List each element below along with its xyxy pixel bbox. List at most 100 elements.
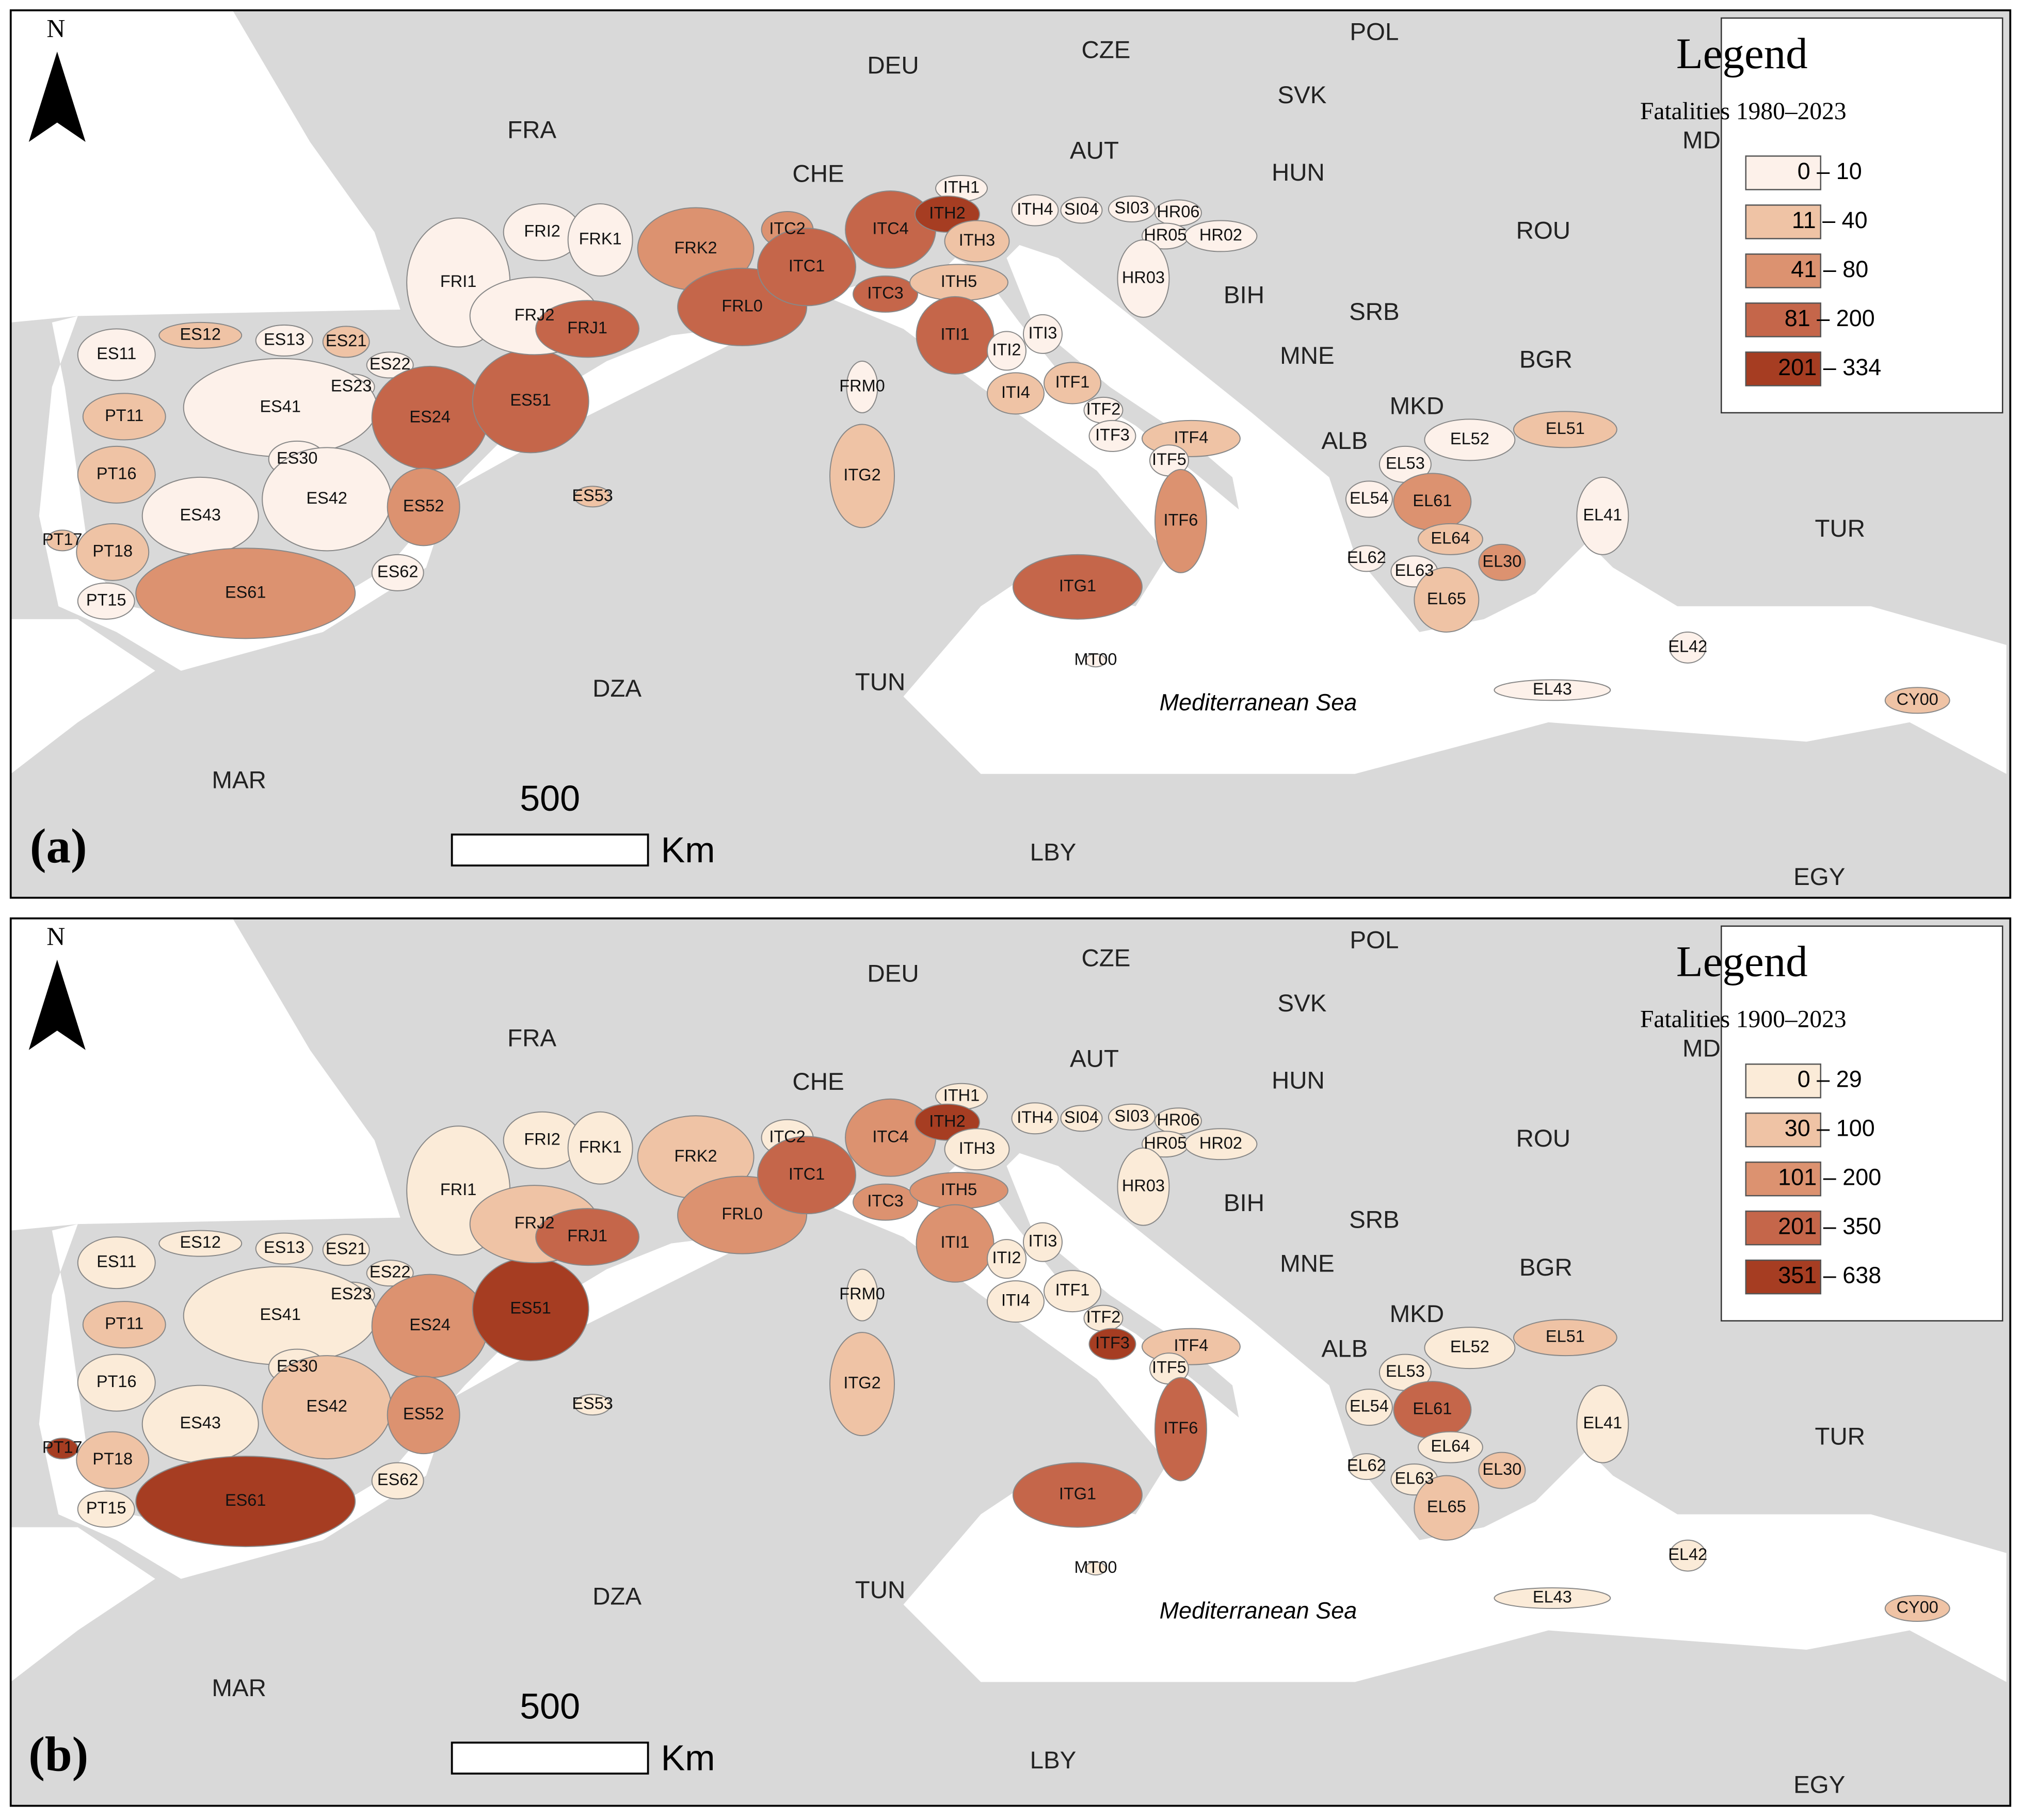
region-label: PT17: [42, 1438, 83, 1457]
region-label: FRI2: [524, 222, 560, 240]
region: [387, 1376, 460, 1455]
region-label: ES41: [260, 1305, 300, 1324]
sea: [10, 245, 2007, 774]
region: [1884, 687, 1950, 714]
region: [1513, 1319, 1617, 1357]
region: [1424, 1327, 1516, 1370]
region-label: PT18: [92, 541, 133, 560]
region-label: ES43: [180, 505, 220, 524]
region: [158, 321, 243, 349]
region: [1022, 1222, 1063, 1262]
region-label: ES61: [225, 1491, 266, 1509]
scale-value: 500: [520, 778, 580, 818]
region-label: ITG2: [843, 465, 880, 484]
panel-tag: (b): [28, 1727, 88, 1781]
region: [1022, 314, 1063, 354]
country-label: BGR: [1519, 346, 1573, 373]
scale-value: 500: [520, 1686, 580, 1727]
country-label: ALB: [1322, 427, 1368, 455]
north-arrow: [28, 51, 86, 142]
country-label: MAR: [212, 766, 266, 794]
region-label: ITH2: [929, 1112, 965, 1130]
region-label: FRK2: [675, 238, 717, 257]
region: [757, 228, 857, 307]
region-label: ITI2: [992, 340, 1021, 359]
legend-label: 30 – 100: [1785, 1115, 1875, 1141]
country-label: HUN: [1272, 159, 1325, 186]
region-label: EL30: [1482, 1460, 1521, 1478]
region-label: ITH5: [941, 1180, 977, 1199]
region-label: FRJ1: [567, 1227, 607, 1245]
legend-box: [1721, 17, 2003, 414]
region: [1012, 554, 1143, 620]
region: [853, 275, 919, 313]
region-label: ITC3: [867, 1191, 903, 1210]
region: [846, 1268, 878, 1322]
region-label: ITG1: [1059, 1485, 1096, 1503]
region: [255, 1232, 313, 1265]
country-label: POL: [1350, 19, 1399, 46]
region: [1060, 197, 1103, 224]
region-label: FRM0: [839, 376, 885, 395]
region: [567, 1111, 633, 1185]
country-label: FRA: [507, 1024, 556, 1052]
region: [82, 1301, 166, 1349]
region-label: EL51: [1546, 1327, 1585, 1346]
region-label: FRJ2: [515, 1214, 555, 1232]
region: [535, 1208, 640, 1266]
region-label: ITF4: [1174, 428, 1209, 446]
region-label: HR03: [1122, 1176, 1165, 1195]
region: [1117, 239, 1170, 318]
region: [829, 1332, 895, 1437]
country-label: AUT: [1070, 137, 1119, 165]
region-label: SI04: [1064, 200, 1099, 218]
region: [135, 1456, 356, 1548]
country-label: SRB: [1349, 298, 1400, 326]
region: [916, 296, 995, 375]
region-label: EL62: [1347, 548, 1386, 567]
region-label: EL43: [1533, 680, 1572, 698]
region-label: ES13: [264, 330, 304, 348]
region-label: EL52: [1450, 1338, 1489, 1356]
region: [1348, 545, 1385, 572]
region: [829, 424, 895, 528]
country-label: DZA: [592, 1583, 641, 1610]
region-label: EL63: [1394, 1469, 1434, 1488]
region-label: EL53: [1386, 1362, 1425, 1380]
region: [76, 1431, 150, 1489]
region: [1084, 1561, 1106, 1576]
region-label: ES23: [331, 376, 372, 395]
region-label: PT15: [86, 1499, 126, 1517]
region: [1108, 195, 1156, 222]
country-label: CHE: [792, 160, 844, 187]
region: [1117, 1147, 1170, 1226]
region: [1345, 480, 1393, 518]
region: [1060, 1105, 1103, 1132]
country-label: TUR: [1815, 515, 1865, 542]
region: [1478, 543, 1526, 581]
region: [1184, 220, 1258, 252]
region-label: ITI1: [941, 1233, 970, 1251]
scale-bar: [451, 833, 649, 867]
region: [1494, 1587, 1611, 1609]
country-label: SRB: [1349, 1206, 1400, 1234]
region-label: ES53: [572, 1394, 613, 1413]
region: [574, 486, 612, 508]
region-label: ES42: [306, 489, 347, 507]
map-body: DEUCZEPOLSVKFRAAUTHUNCHEMDAROUBIHSRBBGRM…: [10, 10, 2011, 898]
region-label: FRK2: [675, 1147, 717, 1165]
country-label: BGR: [1519, 1254, 1573, 1281]
region: [1043, 362, 1101, 405]
legend-label: 0 – 10: [1798, 158, 1862, 184]
region-label: ITG2: [843, 1374, 880, 1392]
region-label: EL42: [1668, 1545, 1707, 1564]
region: [1576, 1384, 1629, 1463]
region-label: HR06: [1157, 1110, 1199, 1129]
region-label: ITF1: [1055, 1281, 1090, 1299]
region-label: EL61: [1413, 1399, 1452, 1418]
legend-swatch: [1745, 302, 1822, 337]
region-label: EL64: [1431, 528, 1470, 547]
region: [77, 1490, 135, 1528]
region-label: EL41: [1583, 505, 1622, 524]
country-label: HUN: [1272, 1067, 1325, 1094]
